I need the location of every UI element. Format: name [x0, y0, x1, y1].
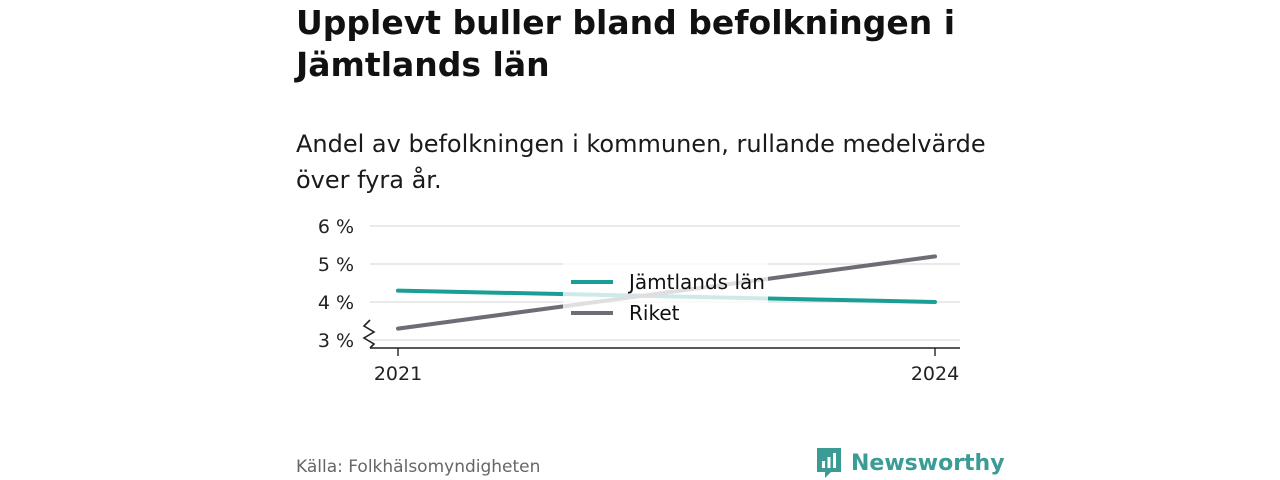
y-tick-label: 6 % — [318, 216, 354, 238]
y-axis-ticks: 3 % 4 % 5 % 6 % — [318, 216, 354, 352]
chart-title: Upplevt buller bland befolkningen i Jämt… — [296, 3, 956, 84]
legend-background — [563, 262, 768, 332]
newsworthy-logo-icon — [817, 448, 841, 478]
source-note: Källa: Folkhälsomyndigheten — [296, 457, 541, 477]
y-tick-label: 3 % — [318, 330, 354, 352]
legend-label: Jämtlands län — [627, 270, 765, 294]
line-chart: 3 % 4 % 5 % 6 % 2021 2024 Jämtlands län Riket — [318, 216, 960, 385]
x-axis-ticks: 2021 2024 — [374, 348, 959, 385]
legend-label: Riket — [629, 301, 680, 325]
brand-logo: Newsworthy — [815, 446, 1005, 480]
x-tick-label: 2024 — [911, 363, 959, 385]
x-tick-label: 2021 — [374, 363, 422, 385]
axis-break-icon — [362, 319, 376, 349]
x-axis — [362, 319, 960, 349]
brand-name: Newsworthy — [851, 450, 1005, 476]
legend: Jämtlands län Riket — [563, 262, 768, 332]
y-tick-label: 5 % — [318, 254, 354, 276]
chart-subtitle: Andel av befolkningen i kommunen, rullan… — [296, 130, 986, 194]
y-tick-label: 4 % — [318, 292, 354, 314]
